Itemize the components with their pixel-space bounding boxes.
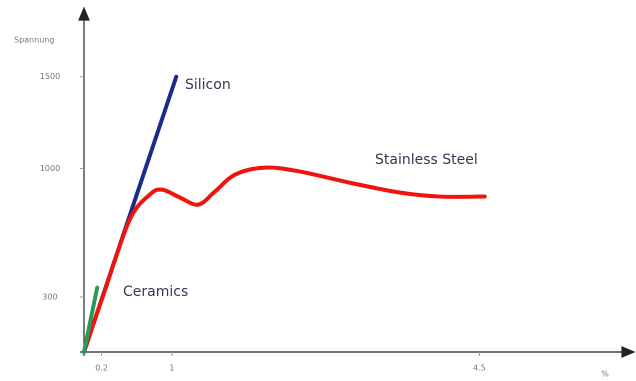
y-tick-label: 300 [42, 292, 57, 301]
y-axis-arrow [78, 6, 90, 21]
series-label: Ceramics [123, 284, 188, 300]
x-tick-label: 1 [169, 364, 174, 373]
series-line [82, 165, 487, 354]
x-tick-label: 0.2 [95, 364, 108, 373]
series-label: Stainless Steel [375, 152, 478, 168]
y-tick-label: 1500 [40, 72, 60, 81]
axes [78, 6, 636, 358]
x-tick-label: 4.5 [473, 364, 486, 373]
y-axis-label: Spannung [14, 36, 54, 45]
x-axis-arrow [621, 346, 636, 358]
y-tick-label: 1000 [40, 164, 60, 173]
series-label: Silicon [185, 77, 231, 93]
series-line [82, 285, 100, 354]
x-axis-label: % [601, 370, 609, 379]
